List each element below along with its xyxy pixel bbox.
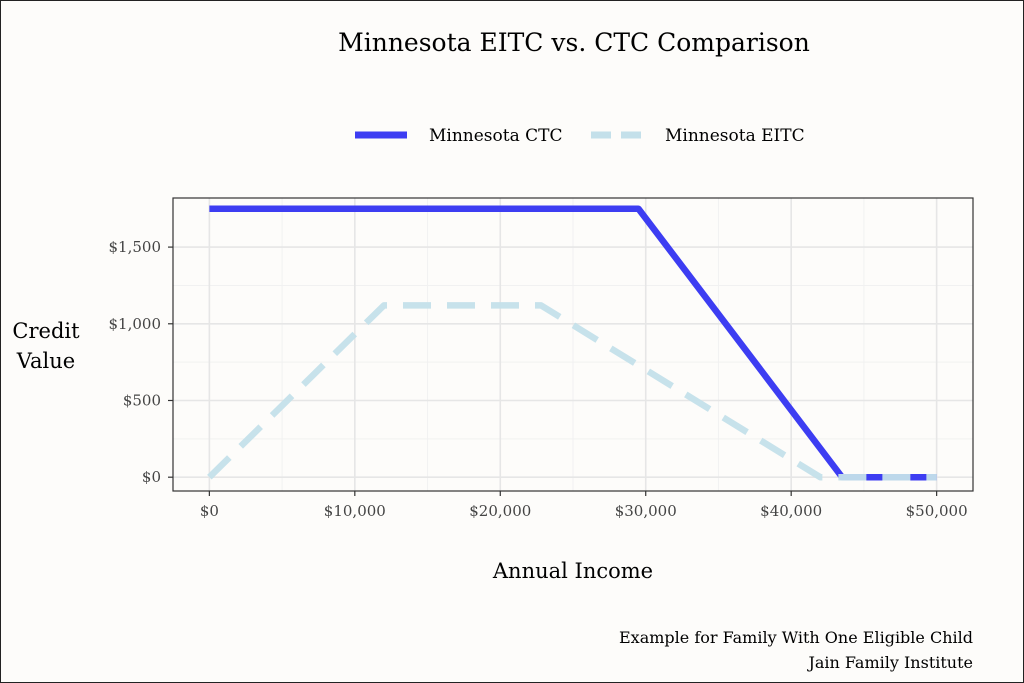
plot-panel-border: [172, 197, 974, 492]
legend-label-eitc: Minnesota EITC: [665, 126, 805, 146]
x-axis-ticks: $0 $10,000 $20,000 $30,000 $40,000 $50,000: [200, 491, 968, 520]
series-line-minnesota-eitc: [207, 302, 937, 481]
y-axis-title-line-1: Credit: [12, 319, 80, 343]
legend-label-ctc: Minnesota CTC: [429, 126, 563, 146]
x-tick-label: $50,000: [906, 502, 968, 520]
x-axis-title: Annual Income: [492, 559, 653, 583]
y-tick-label: $1,000: [109, 315, 162, 333]
x-tick-label: $20,000: [469, 502, 531, 520]
y-tick-label: $500: [123, 391, 161, 409]
grid-lines: [173, 198, 973, 491]
y-axis-title-line-2: Value: [16, 349, 75, 373]
series-layer: [207, 205, 937, 481]
x-tick-label: $10,000: [324, 502, 386, 520]
caption-line-1: Example for Family With One Eligible Chi…: [619, 628, 973, 647]
chart-title: Minnesota EITC vs. CTC Comparison: [338, 28, 810, 57]
caption-line-2: Jain Family Institute: [806, 653, 973, 672]
legend: Minnesota CTC Minnesota EITC: [355, 126, 805, 146]
y-tick-label: $0: [142, 468, 161, 486]
y-axis-ticks: $0 $500 $1,000 $1,500: [109, 238, 173, 486]
x-tick-label: $40,000: [760, 502, 822, 520]
x-tick-label: $0: [200, 502, 219, 520]
x-tick-label: $30,000: [615, 502, 677, 520]
y-tick-label: $1,500: [109, 238, 162, 256]
